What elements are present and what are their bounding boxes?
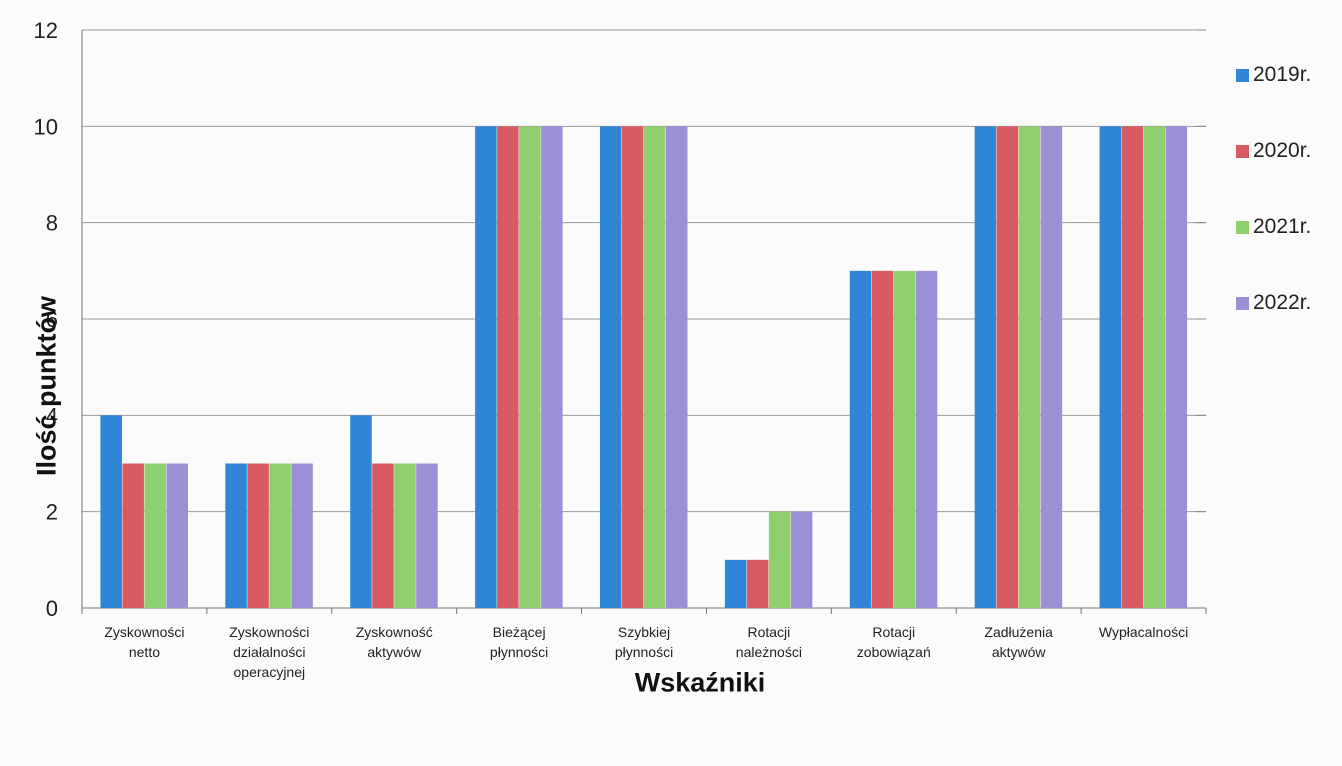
x-axis-tick-label-line: płynności [614, 644, 674, 660]
x-axis-tick-label: Zyskowności netto [80, 622, 208, 662]
y-axis-tick-label: 4 [46, 403, 58, 428]
x-axis-tick-label-line: Bieżącej [492, 624, 546, 640]
y-axis-title: Ilość punktów [31, 295, 62, 477]
bar-2020r-9 [1121, 126, 1144, 608]
legend-item: 2022r. [1236, 288, 1311, 318]
x-axis-tick-label-line: płynności [489, 644, 549, 660]
x-axis-tick-label: Bieżącej płynności [455, 622, 583, 662]
x-axis-tick-label-line: działalności [233, 644, 306, 660]
x-axis-tick-label: Wypłacalności [1080, 622, 1208, 642]
legend-swatch [1236, 296, 1249, 310]
bar-2021r-4 [519, 126, 541, 608]
x-axis-tick-label-line: operacyjnej [233, 664, 306, 680]
x-axis-tick-label: Rotacji zobowiązań [830, 622, 958, 662]
bar-2021r-7 [893, 270, 916, 608]
bar-2021r-9 [1143, 126, 1166, 608]
x-axis-tick-label: Zadłużenia aktywów [955, 622, 1083, 662]
bar-2019r-2 [225, 463, 247, 608]
bar-2022r-3 [416, 463, 438, 608]
bar-2022r-8 [1040, 126, 1063, 608]
bar-2021r-5 [644, 126, 666, 608]
x-axis-tick-label-line: netto [128, 644, 160, 660]
y-axis-tick-label: 8 [46, 211, 58, 236]
legend-item: 2020r. [1236, 136, 1311, 166]
x-axis-tick-label-line: aktywów [991, 644, 1046, 660]
bar-2019r-7 [849, 270, 872, 608]
bar-2022r-6 [790, 511, 813, 608]
x-axis-tick-label-line: Zadłużenia [984, 624, 1053, 640]
y-axis-tick-label: 10 [34, 114, 58, 139]
bar-2019r-6 [724, 559, 747, 608]
bar-2022r-7 [915, 270, 938, 608]
x-axis-tick-label-line: należności [735, 644, 802, 660]
bar-2022r-9 [1165, 126, 1188, 608]
x-axis-tick-label-line: aktywów [367, 644, 422, 660]
y-axis-tick-label: 0 [46, 596, 58, 621]
x-axis-tick-label: Rotacji należności [705, 622, 833, 662]
legend-item: 2021r. [1236, 212, 1311, 242]
bar-2020r-7 [871, 270, 894, 608]
x-axis-tick-label-line: Rotacji [747, 624, 791, 640]
bar-2020r-3 [372, 463, 394, 608]
x-axis-tick-label-line: Wypłacalności [1098, 624, 1189, 640]
bar-2020r-4 [497, 126, 519, 608]
x-axis-tick-label-line: Zyskowność [355, 624, 433, 640]
x-axis-tick-label-line: Zyskowności [104, 624, 185, 640]
legend-label: 2019r. [1253, 63, 1312, 86]
bar-2019r-4 [475, 126, 497, 608]
bar-2021r-3 [394, 463, 416, 608]
bar-2022r-1 [166, 463, 188, 608]
x-axis-title: Wskaźniki [634, 667, 766, 698]
x-axis-tick-label-line: Zyskowności [229, 624, 310, 640]
legend-item: 2019r. [1236, 60, 1311, 90]
bar-2019r-8 [974, 126, 997, 608]
legend-label: 2021r. [1253, 215, 1312, 238]
bar-2019r-3 [350, 415, 372, 608]
bar-2020r-1 [122, 463, 144, 608]
x-axis-tick-label: Szybkiej płynności [580, 622, 708, 662]
bar-2020r-2 [247, 463, 269, 608]
legend-swatch [1236, 68, 1249, 82]
y-axis-tick-label: 2 [46, 500, 58, 525]
bar-2019r-5 [600, 126, 622, 608]
y-axis-tick-label: 12 [34, 18, 58, 43]
bar-2019r-1 [100, 415, 122, 608]
bar-2021r-2 [269, 463, 291, 608]
bar-2022r-2 [291, 463, 313, 608]
x-axis-tick-label: Zyskowność aktywów [330, 622, 458, 662]
bar-2022r-4 [541, 126, 563, 608]
y-axis-tick-label: 6 [46, 307, 58, 332]
legend-swatch [1236, 144, 1249, 158]
bar-2019r-9 [1099, 126, 1122, 608]
legend-label: 2022r. [1253, 291, 1312, 314]
x-axis-tick-label-line: Rotacji [872, 624, 916, 640]
x-axis-tick-label: Zyskowności działalności operacyjnej [205, 622, 333, 682]
legend-label: 2020r. [1253, 139, 1312, 162]
bar-2020r-5 [622, 126, 644, 608]
bar-2021r-6 [768, 511, 791, 608]
bar-2021r-8 [1018, 126, 1041, 608]
bar-2021r-1 [144, 463, 166, 608]
bar-2022r-5 [666, 126, 688, 608]
bar-2020r-8 [996, 126, 1019, 608]
x-axis-tick-label-line: Szybkiej [617, 624, 671, 640]
bar-2020r-6 [746, 559, 769, 608]
x-axis-tick-label-line: zobowiązań [856, 644, 931, 660]
legend-swatch [1236, 220, 1249, 234]
